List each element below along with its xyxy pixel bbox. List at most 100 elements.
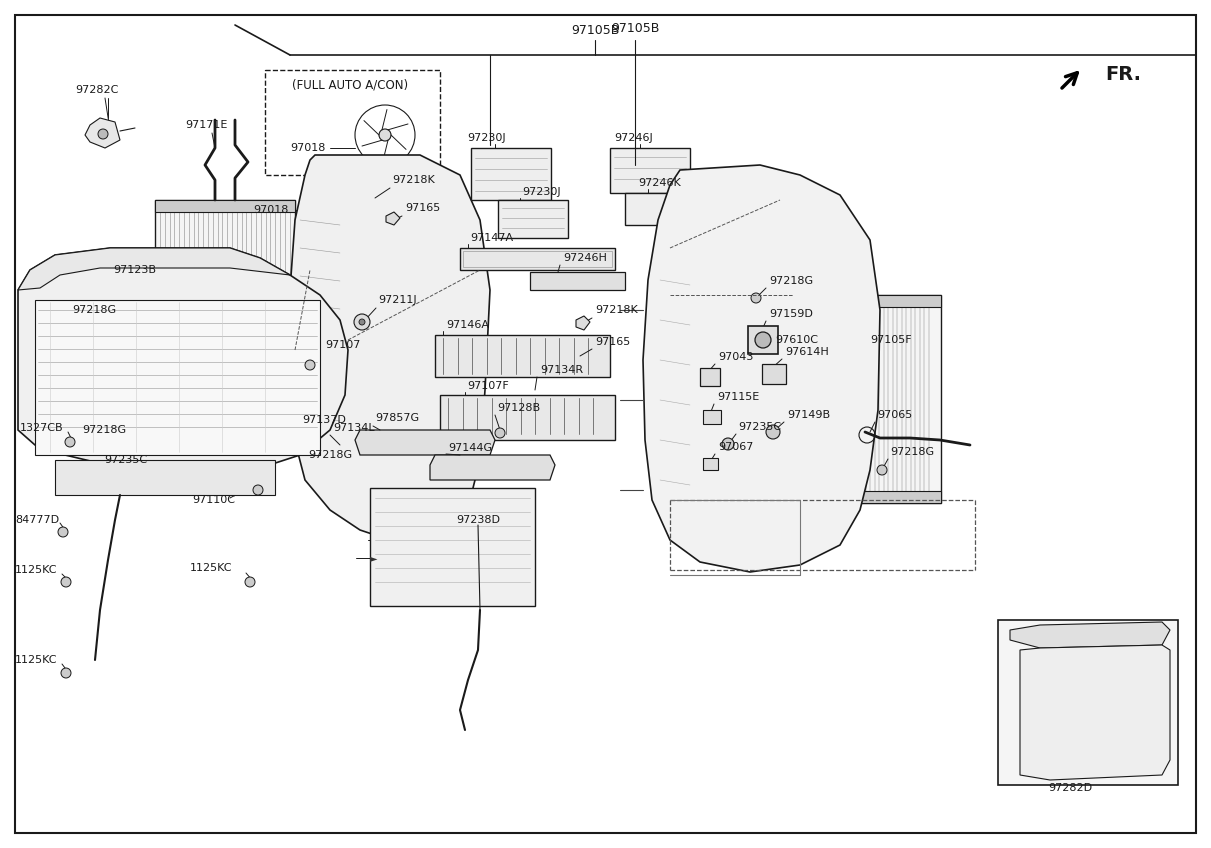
Bar	[463, 251, 612, 267]
Text: 97230J: 97230J	[522, 187, 561, 197]
Bar	[498, 200, 568, 238]
Text: 97134L: 97134L	[333, 423, 374, 433]
Text: 97134R: 97134R	[540, 365, 584, 375]
Text: 1125KC: 1125KC	[190, 563, 233, 573]
Polygon shape	[18, 248, 348, 472]
Bar	[460, 248, 615, 270]
Circle shape	[58, 527, 68, 537]
Text: 97123B: 97123B	[113, 265, 156, 275]
Circle shape	[61, 668, 71, 678]
Text: FR.: FR.	[1104, 65, 1141, 85]
Circle shape	[305, 360, 315, 370]
Ellipse shape	[846, 356, 859, 374]
Bar	[54, 460, 275, 495]
Bar	[435, 335, 610, 377]
Circle shape	[722, 438, 734, 450]
Text: 97238D: 97238D	[457, 515, 500, 525]
Circle shape	[379, 129, 391, 141]
Bar	[265, 70, 440, 175]
Polygon shape	[643, 165, 880, 572]
Text: 97144G: 97144G	[448, 443, 492, 453]
Bar	[748, 326, 777, 354]
Text: 97218K: 97218K	[595, 305, 638, 315]
Bar	[700, 368, 721, 386]
Text: 84777D: 84777D	[15, 515, 59, 525]
Text: 97043: 97043	[718, 352, 753, 362]
Text: 97107F: 97107F	[467, 381, 509, 391]
Bar	[625, 193, 695, 225]
Bar	[440, 395, 615, 440]
Polygon shape	[288, 155, 490, 540]
Polygon shape	[18, 248, 289, 290]
Bar	[704, 458, 718, 470]
Text: 97018: 97018	[289, 143, 326, 153]
Polygon shape	[1020, 645, 1170, 780]
Text: 97282D: 97282D	[1048, 783, 1092, 793]
Text: 97218G: 97218G	[890, 447, 934, 457]
Circle shape	[358, 319, 365, 325]
Circle shape	[344, 209, 356, 221]
Polygon shape	[576, 316, 590, 330]
Circle shape	[754, 332, 771, 348]
Polygon shape	[386, 212, 400, 225]
Text: 97246K: 97246K	[638, 178, 681, 188]
Circle shape	[98, 129, 108, 139]
Text: 1125KC: 1125KC	[15, 655, 57, 665]
Bar	[762, 364, 786, 384]
Circle shape	[495, 428, 505, 438]
Polygon shape	[430, 455, 555, 480]
Text: 97246H: 97246H	[563, 253, 607, 263]
Text: 97218G: 97218G	[71, 305, 116, 315]
Text: 97110C: 97110C	[193, 495, 235, 505]
Text: 97147A: 97147A	[470, 233, 513, 243]
Text: 97218K: 97218K	[392, 175, 435, 185]
Text: 97105B: 97105B	[570, 24, 619, 36]
Bar	[530, 272, 625, 290]
Text: 97115E: 97115E	[717, 392, 759, 402]
Circle shape	[245, 577, 256, 587]
Text: 97149B: 97149B	[787, 410, 830, 420]
Circle shape	[751, 293, 761, 303]
Text: 97107: 97107	[325, 340, 361, 350]
Circle shape	[65, 437, 75, 447]
Text: 97857G: 97857G	[375, 413, 419, 423]
Bar	[793, 295, 941, 307]
Bar	[793, 491, 941, 503]
Bar	[998, 620, 1178, 785]
Circle shape	[767, 425, 780, 439]
Bar	[155, 200, 295, 212]
Text: 97159D: 97159D	[769, 309, 813, 319]
Text: 97128B: 97128B	[497, 403, 540, 413]
Text: 97146A: 97146A	[446, 320, 489, 330]
Text: 97218G: 97218G	[308, 450, 352, 460]
Text: 97614H: 97614H	[785, 347, 828, 357]
Circle shape	[157, 463, 170, 475]
Text: 97065: 97065	[877, 410, 912, 420]
Polygon shape	[85, 118, 120, 148]
Bar	[471, 148, 551, 200]
Bar	[155, 383, 295, 395]
Circle shape	[140, 303, 150, 313]
Text: 97230J: 97230J	[467, 133, 506, 143]
Circle shape	[877, 465, 886, 475]
Text: 97211J: 97211J	[378, 295, 417, 305]
Bar	[371, 488, 535, 606]
Text: 97171E: 97171E	[185, 120, 228, 130]
Text: ►: ►	[371, 553, 378, 563]
Text: 97218G: 97218G	[82, 425, 126, 435]
Bar	[793, 295, 941, 503]
Text: 97165: 97165	[595, 337, 630, 347]
Text: 97105F: 97105F	[869, 335, 912, 345]
Text: 1327CB: 1327CB	[21, 423, 64, 433]
Text: 97235C: 97235C	[737, 422, 781, 432]
Bar	[155, 200, 295, 395]
Text: 97165: 97165	[404, 203, 441, 213]
Text: 97246J: 97246J	[614, 133, 653, 143]
Circle shape	[243, 479, 257, 493]
Ellipse shape	[842, 350, 863, 380]
Text: 97282C: 97282C	[75, 85, 119, 95]
Text: 97018: 97018	[253, 205, 288, 215]
Text: 97067: 97067	[718, 442, 753, 452]
Text: 1125KC: 1125KC	[15, 565, 57, 575]
Polygon shape	[355, 430, 495, 455]
